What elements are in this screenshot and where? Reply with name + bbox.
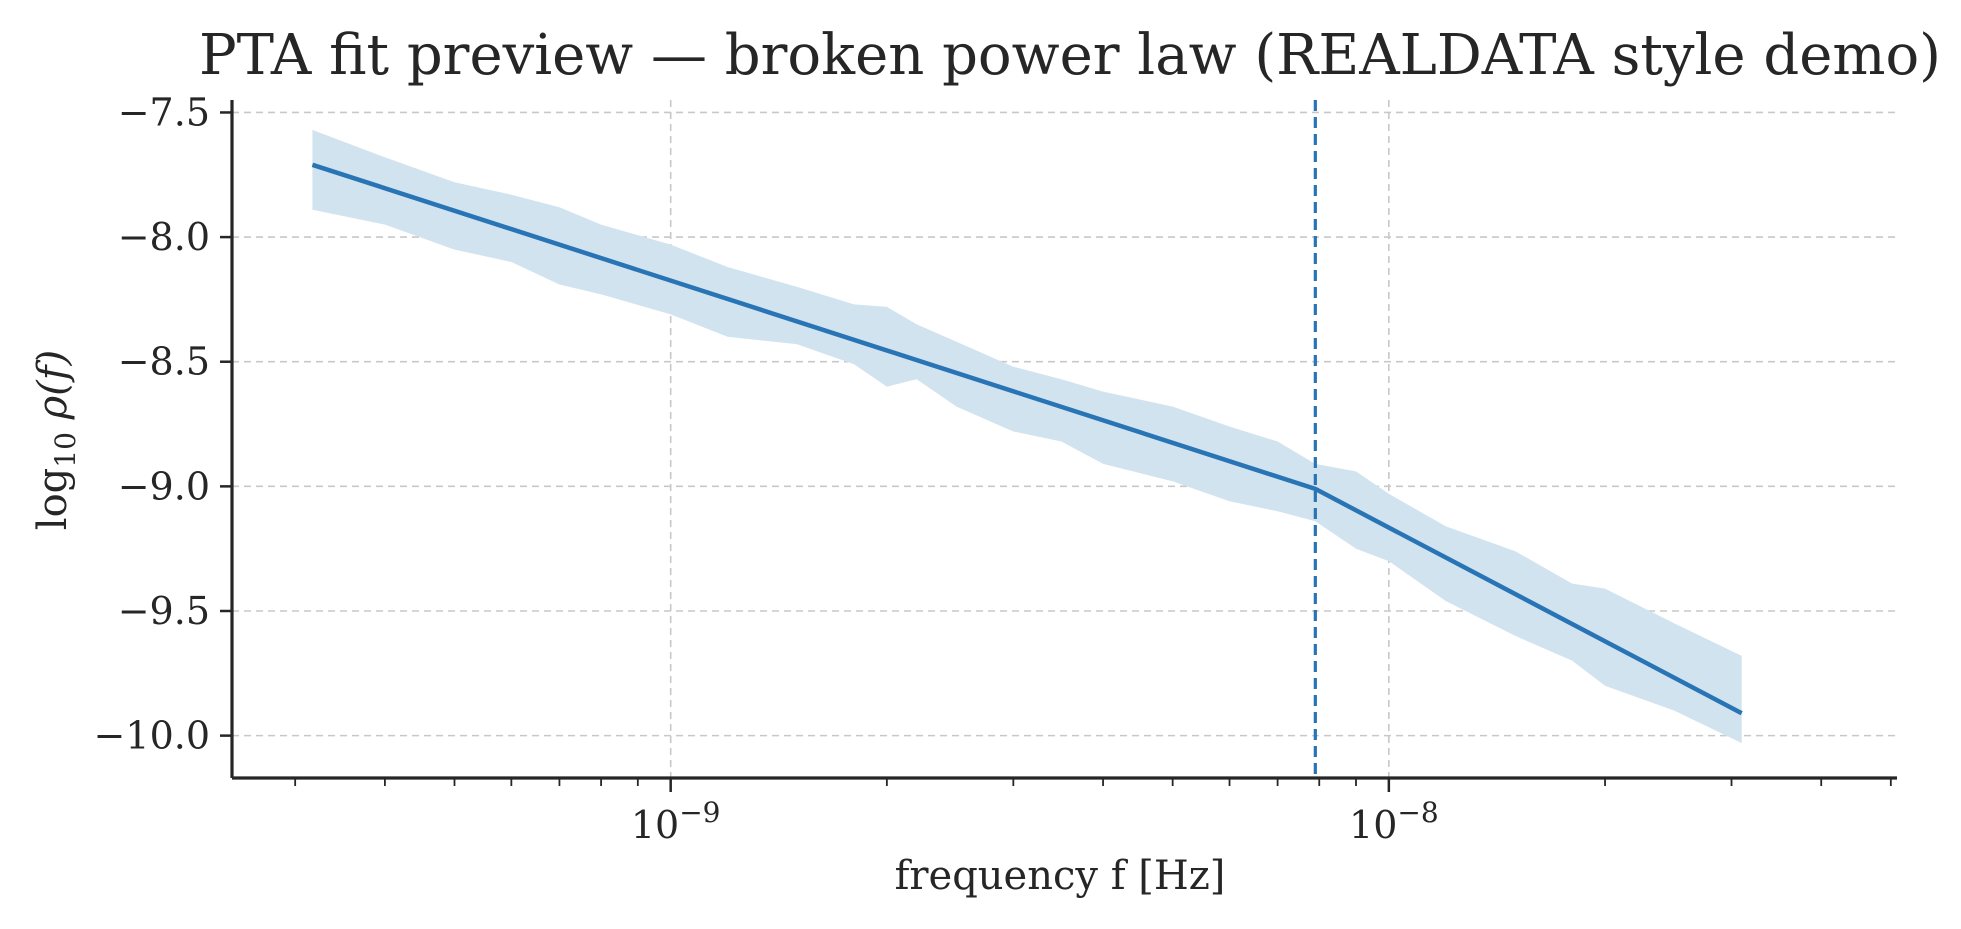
x-axis-label: frequency f [Hz] [895, 853, 1226, 899]
y-tick-label: −9.0 [118, 464, 210, 508]
y-axis-label: log10 ρ(f) [30, 350, 82, 530]
y-tick-label: −8.0 [118, 215, 210, 259]
y-tick-label: −8.5 [118, 340, 210, 384]
y-tick-label: −7.5 [118, 90, 210, 134]
x-tick-label: 10−9 [631, 796, 721, 847]
ticks: −7.5 −8.0 −8.5 −9.0 −9.5 −10.0 10−9 10−8 [94, 90, 1892, 847]
y-tick-label: −9.5 [118, 589, 210, 633]
confidence-band [312, 129, 1742, 744]
x-tick-label: 10−8 [1349, 796, 1439, 847]
chart-title: PTA fit preview — broken power law (REAL… [199, 23, 1941, 88]
median-line [311, 162, 1743, 716]
y-tick-label: −10.0 [94, 714, 210, 758]
